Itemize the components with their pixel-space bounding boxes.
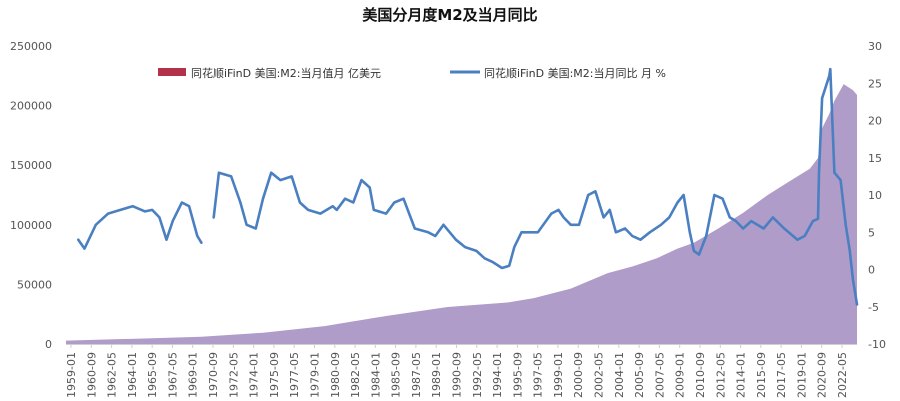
x-axis-tick-label: 1959-01 xyxy=(65,352,78,398)
right-axis-tick-label: 20 xyxy=(868,115,882,128)
x-axis-tick-label: 2009-01 xyxy=(674,352,687,398)
m2-yoy-line-layer xyxy=(77,67,859,306)
x-axis-tick-label: 1965-09 xyxy=(146,352,159,398)
x-axis-tick-label: 2002-05 xyxy=(593,352,606,398)
x-axis-tick-label: 1975-09 xyxy=(268,352,281,398)
x-axis-tick-label: 2005-09 xyxy=(633,352,646,398)
x-axis-tick-label: 2014-01 xyxy=(735,352,748,398)
left-axis-tick-label: 150000 xyxy=(10,159,52,172)
x-axis-tick-label: 1979-01 xyxy=(309,352,322,398)
x-axis-tick-label: 1969-01 xyxy=(187,352,200,398)
x-axis-tick-label: 2007-05 xyxy=(653,352,666,398)
x-axis-tick-label: 1962-05 xyxy=(106,352,119,398)
x-axis-tick-label: 1997-05 xyxy=(532,352,545,398)
x-axis-tick-label: 1984-01 xyxy=(369,352,382,398)
legend-label-m2-value: 同花顺iFinD 美国:M2:当月值月 亿美元 xyxy=(191,66,381,80)
left-axis-tick-label: 50000 xyxy=(17,278,52,291)
x-axis-tick-label: 2017-05 xyxy=(775,352,788,398)
chart-title: 美国分月度M2及当月同比 xyxy=(362,6,537,24)
right-axis-tick-label: 0 xyxy=(868,264,875,277)
x-axis-tick-label: 1977-05 xyxy=(288,352,301,398)
x-axis-tick-label: 1999-01 xyxy=(552,352,565,398)
right-axis-tick-label: 10 xyxy=(868,189,882,202)
x-axis: 1959-01 1960-09 1962-05 1964-01 1965-09 1967-… xyxy=(65,344,857,398)
x-axis-tick-label: 2004-01 xyxy=(613,352,626,398)
x-axis-tick-label: 2010-09 xyxy=(694,352,707,398)
legend: 同花顺iFinD 美国:M2:当月值月 亿美元 同花顺iFinD 美国:M2:当… xyxy=(158,66,666,80)
x-axis-tick-label: 1960-09 xyxy=(85,352,98,398)
x-axis-tick-label: 1992-05 xyxy=(471,352,484,398)
left-axis-ticks: 0 50000 100000 150000 200000 250000 xyxy=(10,40,52,351)
left-axis-tick-label: 250000 xyxy=(10,40,52,53)
x-axis-tick-label: 1985-09 xyxy=(390,352,403,398)
m2-value-area-layer xyxy=(66,84,857,344)
x-axis-tick-label: 1994-01 xyxy=(491,352,504,398)
x-axis-tick-label: 1972-05 xyxy=(227,352,240,398)
x-axis-tick-label: 1980-09 xyxy=(329,352,342,398)
left-axis-tick-label: 0 xyxy=(45,338,52,351)
legend-label-m2-yoy: 同花顺iFinD 美国:M2:当月同比 月 % xyxy=(484,66,666,80)
x-axis-tick-label: 2022-05 xyxy=(836,352,849,398)
left-axis-tick-label: 200000 xyxy=(10,100,52,113)
x-axis-tick-label: 2000-09 xyxy=(572,352,585,398)
right-axis-tick-label: 30 xyxy=(868,40,882,53)
right-axis-tick-label: -10 xyxy=(868,338,886,351)
x-axis-tick-label: 1967-05 xyxy=(166,352,179,398)
m2-value-area xyxy=(66,84,857,344)
right-axis-tick-label: 5 xyxy=(868,226,875,239)
x-axis-tick-label: 2015-09 xyxy=(755,352,768,398)
x-axis-tick-label: 1964-01 xyxy=(126,352,139,398)
right-axis-tick-label: 15 xyxy=(868,152,882,165)
x-axis-tick-label: 1990-09 xyxy=(451,352,464,398)
x-axis-tick-label: 1987-05 xyxy=(410,352,423,398)
x-axis-tick-label: 2012-05 xyxy=(714,352,727,398)
right-axis-tick-label: -5 xyxy=(868,301,879,314)
x-axis-tick-label: 1995-09 xyxy=(511,352,524,398)
m2-yoy-line-segment-1 xyxy=(212,67,859,306)
x-axis-tick-label: 1970-09 xyxy=(207,352,220,398)
m2-yoy-line-segment-0 xyxy=(77,201,203,250)
x-axis-tick-label: 2019-01 xyxy=(795,352,808,398)
left-axis-tick-label: 100000 xyxy=(10,219,52,232)
legend-swatch-m2-value xyxy=(158,68,186,76)
x-axis-tick-label: 1982-05 xyxy=(349,352,362,398)
right-axis-ticks: -10 -5 0 5 10 15 20 25 30 xyxy=(868,40,886,351)
x-axis-tick-label: 2020-09 xyxy=(816,352,829,398)
x-axis-tick-label: 1989-01 xyxy=(430,352,443,398)
x-axis-tick-label: 1974-01 xyxy=(248,352,261,398)
right-axis-tick-label: 25 xyxy=(868,77,882,90)
